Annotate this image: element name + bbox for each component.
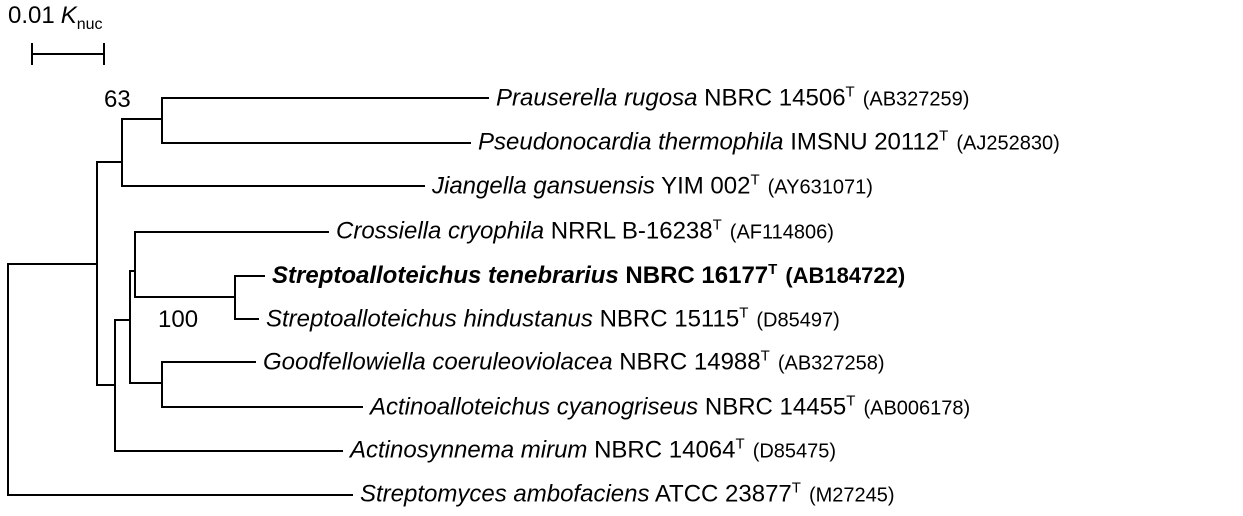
ingroup-node (96, 161, 123, 386)
taxon-label-highlighted: Streptoalloteichus tenebrarius NBRC 1617… (272, 261, 906, 289)
clade-lower (114, 231, 363, 452)
taxon-label: Streptomyces ambofaciens ATCC 23877T (M27… (360, 479, 895, 508)
root-branch (7, 263, 353, 496)
taxon-label: Jiangella gansuensis YIM 002T (AY631071) (432, 171, 873, 200)
taxon-label: Streptoalloteichus hindustanus NBRC 1511… (266, 304, 840, 333)
taxon-label: Prauserella rugosa NBRC 14506T (AB327259) (496, 83, 970, 112)
taxon-label: Actinosynnema mirum NBRC 14064T (D85475) (350, 435, 837, 464)
taxon-label: Pseudonocardia thermophila IMSNU 20112T(… (478, 127, 1060, 156)
scale-subscript: nuc (76, 15, 103, 33)
scale-value: 0.01 (8, 2, 55, 29)
taxon-label: Goodfellowiella coeruleoviolacea NBRC 14… (263, 347, 885, 376)
scale-symbol: K (60, 2, 77, 29)
taxon-label: Actinoalloteichus cyanogriseus NBRC 1445… (370, 392, 971, 421)
bootstrap-value-63: 63 (104, 86, 131, 113)
scale-bar (31, 43, 105, 65)
scale-bar-label: 0.01 Knuc (8, 2, 103, 39)
clade-upper (121, 97, 489, 187)
bootstrap-value-100: 100 (158, 306, 199, 333)
taxon-label: Crossiella cryophila NRRL B-16238T (AF114… (336, 216, 834, 245)
